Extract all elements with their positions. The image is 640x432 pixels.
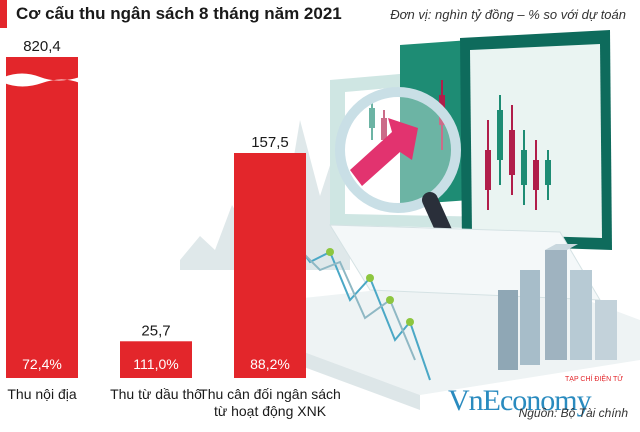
platform-side	[285, 345, 420, 410]
title-accent	[0, 0, 7, 28]
value-label: 820,4	[23, 38, 61, 55]
category-label: từ hoạt động XNK	[214, 403, 327, 419]
brand-logo: VnEconomy	[448, 384, 592, 417]
percent-label: 88,2%	[250, 356, 290, 372]
arrow-icon	[350, 118, 418, 186]
category-label: Thu từ dầu thô	[110, 386, 202, 402]
value-label: 157,5	[251, 134, 289, 151]
bar	[120, 341, 192, 378]
chart-title: Cơ cấu thu ngân sách 8 tháng năm 2021	[16, 4, 342, 23]
percent-label: 72,4%	[22, 356, 62, 372]
category-label: Thu cân đối ngân sách	[199, 386, 341, 402]
value-label: 25,7	[141, 322, 170, 339]
bar	[6, 57, 78, 378]
category-label: Thu nội địa	[7, 386, 76, 402]
finance-illustration	[180, 30, 640, 410]
isometric-bars	[498, 244, 617, 370]
percent-label: 111,0%	[133, 356, 178, 372]
brand-tag: TẠP CHÍ ĐIỆN TỬ	[565, 376, 624, 383]
source-note: Nguồn: Bộ Tài chính	[518, 406, 628, 420]
axis-break	[4, 73, 80, 87]
unit-note: Đơn vị: nghìn tỷ đồng – % so với dự toán	[390, 7, 626, 22]
bar-group: 820,4 72,4% Thu nội địa 25,7 111,0% Thu từ dầ…	[4, 38, 341, 419]
line-chart-decoration-2	[299, 249, 416, 361]
bar	[234, 153, 306, 378]
